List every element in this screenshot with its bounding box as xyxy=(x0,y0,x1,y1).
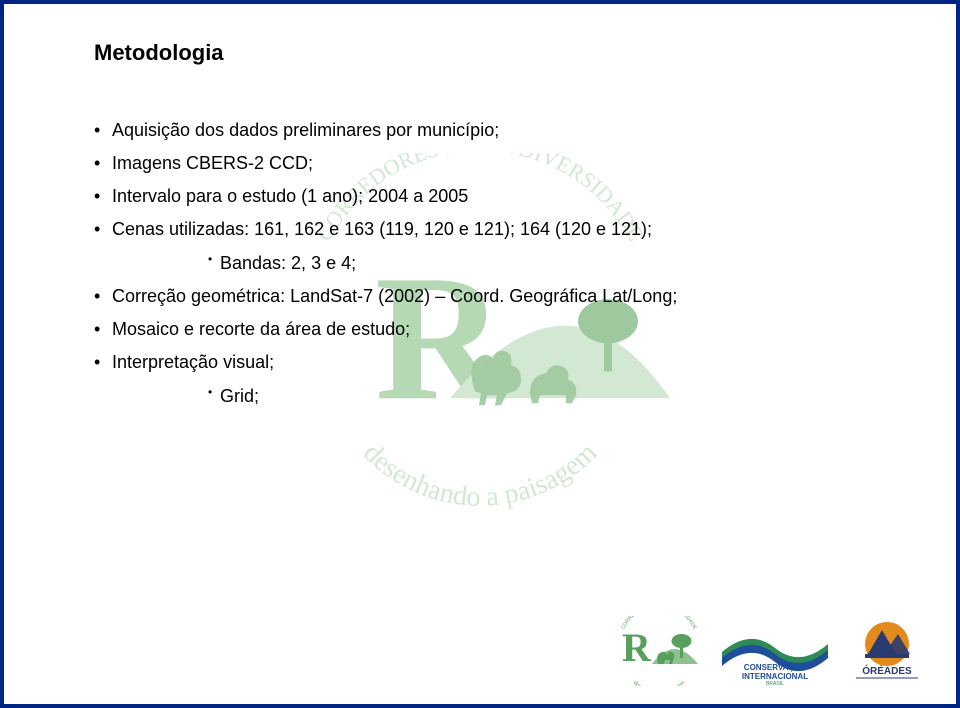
logo-ci-line1: CONSERVAÇÃO xyxy=(744,663,806,672)
logo-ci-line2: INTERNACIONAL xyxy=(742,672,808,681)
logo-ci: CONSERVAÇÃO INTERNACIONAL BRASIL xyxy=(720,616,830,686)
bullet-item: Aquisição dos dados preliminares por mun… xyxy=(94,116,866,144)
bullet-list: Aquisição dos dados preliminares por mun… xyxy=(94,116,866,410)
logo-corridor-bot: desenhando a paisagem xyxy=(632,680,686,686)
logo-row: R CORREDORES DE BIODIVERSIDADE desenhand… xyxy=(616,616,926,686)
svg-text:desenhando a paisagem: desenhando a paisagem xyxy=(632,680,686,686)
logo-ci-line3: BRASIL xyxy=(766,681,784,686)
bullet-text: Imagens CBERS-2 CCD; xyxy=(112,153,313,173)
sub-text: Grid; xyxy=(220,386,259,406)
slide: CORREDORES DE BIODIVERSIDADE R desenhand… xyxy=(0,0,960,708)
bullet-text: Intervalo para o estudo (1 ano); 2004 a … xyxy=(112,186,468,206)
bullet-item: Cenas utilizadas: 161, 162 e 163 (119, 1… xyxy=(94,215,866,277)
sub-item: Grid; xyxy=(208,382,866,410)
bullet-text: Cenas utilizadas: 161, 162 e 163 (119, 1… xyxy=(112,219,652,239)
logo-oreades-label: ÓRÉADES xyxy=(862,664,912,677)
bullet-item: Intervalo para o estudo (1 ano); 2004 a … xyxy=(94,182,866,210)
logo-corridor: R CORREDORES DE BIODIVERSIDADE desenhand… xyxy=(616,616,702,686)
bullet-text: Aquisição dos dados preliminares por mun… xyxy=(112,120,499,140)
bullet-text: Interpretação visual; xyxy=(112,352,274,372)
bullet-item: Interpretação visual; Grid; xyxy=(94,348,866,410)
bullet-item: Mosaico e recorte da área de estudo; xyxy=(94,315,866,343)
bullet-text: Correção geométrica: LandSat-7 (2002) – … xyxy=(112,286,677,306)
content: Metodologia Aquisição dos dados prelimin… xyxy=(4,4,956,410)
slide-title: Metodologia xyxy=(94,40,866,66)
logo-oreades: ÓRÉADES xyxy=(848,616,926,686)
svg-text:desenhando a paisagem: desenhando a paisagem xyxy=(357,437,603,513)
bullet-item: Imagens CBERS-2 CCD; xyxy=(94,149,866,177)
bullet-text: Mosaico e recorte da área de estudo; xyxy=(112,319,410,339)
sub-item: Bandas: 2, 3 e 4; xyxy=(208,249,866,277)
sub-text: Bandas: 2, 3 e 4; xyxy=(220,253,356,273)
svg-text:R: R xyxy=(622,625,652,670)
sub-list: Grid; xyxy=(112,382,866,410)
bullet-item: Correção geométrica: LandSat-7 (2002) – … xyxy=(94,282,866,310)
sub-list: Bandas: 2, 3 e 4; xyxy=(112,249,866,277)
